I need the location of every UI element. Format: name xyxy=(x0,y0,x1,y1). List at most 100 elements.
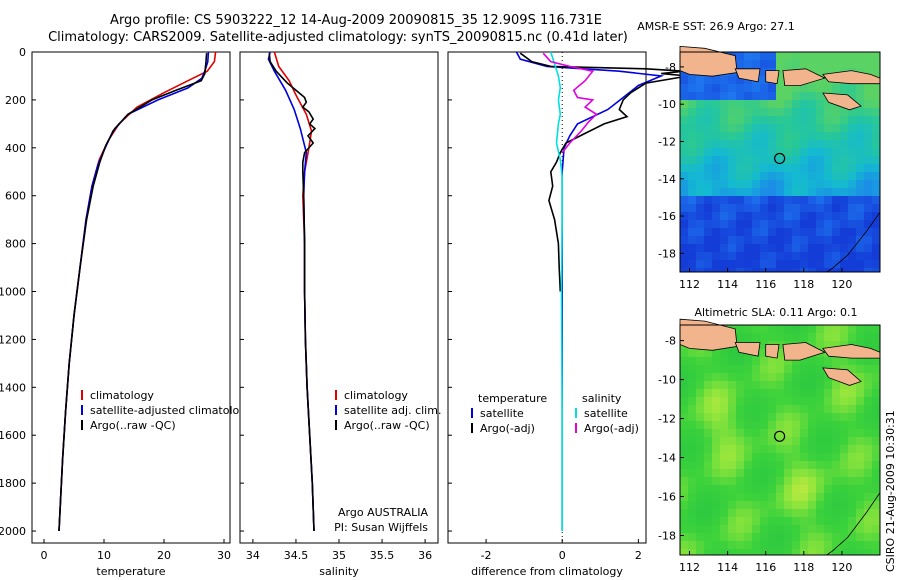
map-cell xyxy=(816,60,824,68)
map-cell xyxy=(776,509,784,517)
map-cell xyxy=(832,116,840,124)
map-cell xyxy=(840,252,848,260)
map-cell xyxy=(680,140,688,148)
map-cell xyxy=(760,268,768,272)
map-cell xyxy=(760,509,768,517)
map-cell xyxy=(792,124,800,132)
map-cell xyxy=(736,268,744,272)
map-cell xyxy=(840,413,848,421)
map-cell xyxy=(832,156,840,164)
map-cell xyxy=(872,52,880,60)
map-cell xyxy=(792,421,800,429)
map-cell xyxy=(808,389,816,397)
map-cell xyxy=(800,100,808,108)
map-cell xyxy=(704,389,712,397)
map-cell xyxy=(696,493,704,501)
map-cell xyxy=(680,517,688,525)
map-cell xyxy=(856,116,864,124)
map-cell xyxy=(712,180,720,188)
map-cell xyxy=(728,485,736,493)
map-cell xyxy=(864,132,872,140)
legend-label: satellite xyxy=(584,407,628,420)
map-cell xyxy=(776,116,784,124)
map-cell xyxy=(784,325,792,333)
map-cell xyxy=(688,204,696,212)
map-cell xyxy=(704,212,712,220)
map-cell xyxy=(728,461,736,469)
map-cell xyxy=(776,124,784,132)
map-cell xyxy=(832,260,840,268)
map-cell xyxy=(776,52,784,60)
map-cell xyxy=(840,405,848,413)
map-cell xyxy=(792,116,800,124)
map-cell xyxy=(800,92,808,100)
map-cell xyxy=(784,373,792,381)
lon-tick-label: 116 xyxy=(755,561,776,574)
map-cell xyxy=(704,268,712,272)
map-cell xyxy=(800,204,808,212)
map-cell xyxy=(832,268,840,272)
map-cell xyxy=(720,469,728,477)
map-cell xyxy=(872,525,880,533)
map-cell xyxy=(776,140,784,148)
map-cell xyxy=(736,405,744,413)
map-cell xyxy=(720,244,728,252)
map-cell xyxy=(864,148,872,156)
map-cell xyxy=(744,244,752,252)
map-cell xyxy=(736,397,744,405)
australia-coastline xyxy=(826,212,881,273)
map-cell xyxy=(712,92,720,100)
map-cell xyxy=(744,461,752,469)
map-cell xyxy=(784,92,792,100)
land-mass xyxy=(765,70,780,85)
map-cell xyxy=(696,260,704,268)
map-cell xyxy=(872,533,880,541)
map-cell xyxy=(848,533,856,541)
map-cell xyxy=(840,485,848,493)
map-cell xyxy=(768,453,776,461)
map-cell xyxy=(736,469,744,477)
map-cell xyxy=(824,549,832,555)
map-cell xyxy=(872,212,880,220)
map-cell xyxy=(712,397,720,405)
map-cell xyxy=(808,172,816,180)
map-cell xyxy=(848,204,856,212)
map-cell xyxy=(776,325,784,333)
map-cell xyxy=(856,244,864,252)
map-cell xyxy=(848,541,856,549)
map-cell xyxy=(680,445,688,453)
map-cell xyxy=(816,164,824,172)
map-cell xyxy=(736,172,744,180)
map-cell xyxy=(696,469,704,477)
map-cell xyxy=(744,212,752,220)
map-cell xyxy=(736,517,744,525)
map-cell xyxy=(816,228,824,236)
map-cell xyxy=(800,413,808,421)
x-axis-label: temperature xyxy=(96,565,165,578)
map-cell xyxy=(712,365,720,373)
map-cell xyxy=(736,204,744,212)
map-cell xyxy=(712,204,720,212)
map-cell xyxy=(760,365,768,373)
map-cell xyxy=(856,84,864,92)
map-cell xyxy=(856,140,864,148)
map-cell xyxy=(848,108,856,116)
map-cell xyxy=(776,445,784,453)
map-cell xyxy=(688,501,696,509)
map-cell xyxy=(816,252,824,260)
map-cell xyxy=(712,220,720,228)
map-cell xyxy=(728,228,736,236)
map-cell xyxy=(792,525,800,533)
map-cell xyxy=(848,333,856,341)
series-line-argo-raw-qc- xyxy=(268,53,317,532)
map-cell xyxy=(736,445,744,453)
map-cell xyxy=(816,397,824,405)
map-cell xyxy=(720,373,728,381)
map-cell xyxy=(680,252,688,260)
map-cell xyxy=(816,52,824,60)
map-cell xyxy=(768,92,776,100)
map-cell xyxy=(704,349,712,357)
map-cell xyxy=(872,453,880,461)
legend-header: salinity xyxy=(582,392,622,405)
map-cell xyxy=(768,164,776,172)
